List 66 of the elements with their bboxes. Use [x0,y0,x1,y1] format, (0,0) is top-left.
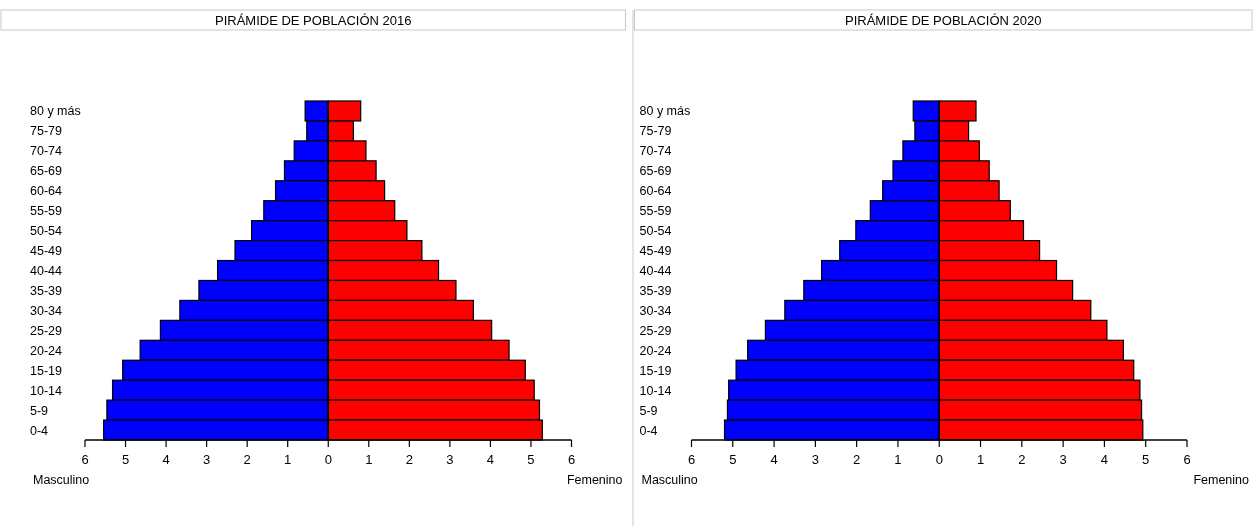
x-tick-label: 3 [446,452,454,467]
y-tick-label: 35-39 [639,283,672,298]
y-tick-label: 60-64 [639,184,672,199]
y-tick-label: 30-34 [639,303,672,318]
x-tick-label: 2 [405,452,413,467]
y-tick-label: 15-19 [639,363,672,378]
y-tick-label: 0-4 [639,423,658,438]
y-tick-label: 55-59 [639,204,672,219]
y-tick-label: 40-44 [639,264,672,278]
y-tick-label: 75-79 [30,124,63,139]
y-tick-label: 30-34 [30,303,63,318]
x-tick-label: 3 [203,452,211,467]
chart-title: PIRÁMIDE DE POBLACIÓN 2020 [844,13,1042,28]
x-tick-label: 5 [121,452,130,467]
y-tick-label: 65-69 [639,164,672,179]
y-tick-label: 75-79 [639,124,672,139]
y-tick-label: 50-54 [30,224,63,239]
x-tick-label: 6 [687,452,696,467]
x-tick-label: 2 [1018,452,1026,467]
y-tick-label: 60-64 [30,184,63,199]
y-tick-label: 25-29 [639,323,672,338]
y-tick-label: 80 y más [30,104,81,119]
y-tick-label: 10-14 [639,383,672,398]
y-tick-label: 70-74 [639,144,672,159]
x-tick-label: 3 [811,452,819,467]
x-tick-label: 6 [81,452,89,467]
y-tick-label: 50-54 [639,224,672,239]
y-tick-label: 45-49 [30,244,63,259]
x-tick-label: 1 [976,452,985,467]
x-tick-label: 6 [567,452,576,467]
x-tick-label: 4 [770,452,778,467]
x-tick-label: 1 [894,452,902,467]
y-tick-label: 0-4 [30,423,49,438]
text: Femenino [566,473,623,487]
x-tick-label: 4 [162,452,170,467]
text: Masculino [33,473,90,487]
x-tick-label: 5 [729,452,737,467]
x-tick-label: 1 [365,452,373,467]
x-tick-label: 3 [1059,452,1067,467]
y-tick-label: 45-49 [639,244,672,259]
y-tick-label: 35-39 [30,283,63,298]
y-tick-label: 15-19 [30,363,63,378]
x-tick-label: 2 [243,452,251,467]
x-tick-label: 0 [324,452,332,467]
y-tick-label: 5-9 [30,403,49,418]
x-tick-label: 6 [1183,452,1191,467]
x-tick-label: 4 [1100,452,1109,467]
text: Femenino [1193,473,1250,487]
text: Masculino [641,473,698,487]
y-tick-label: 5-9 [639,403,658,418]
x-tick-label: 5 [527,452,535,467]
y-tick-label: 55-59 [30,204,63,219]
x-tick-label: 5 [1142,452,1150,467]
y-tick-label: 10-14 [30,383,63,398]
y-tick-label: 65-69 [30,164,63,179]
x-tick-label: 0 [935,452,943,467]
y-tick-label: 40-44 [30,264,63,278]
y-tick-label: 20-24 [30,343,63,358]
x-tick-label: 1 [284,452,292,467]
y-tick-label: 25-29 [30,323,63,338]
y-tick-label: 20-24 [639,343,672,358]
x-tick-label: 2 [853,452,861,467]
y-tick-label: 70-74 [30,144,63,159]
chart-title: PIRÁMIDE DE POBLACIÓN 2016 [214,13,412,28]
y-tick-label: 80 y más [639,104,691,119]
x-tick-label: 4 [486,452,495,467]
